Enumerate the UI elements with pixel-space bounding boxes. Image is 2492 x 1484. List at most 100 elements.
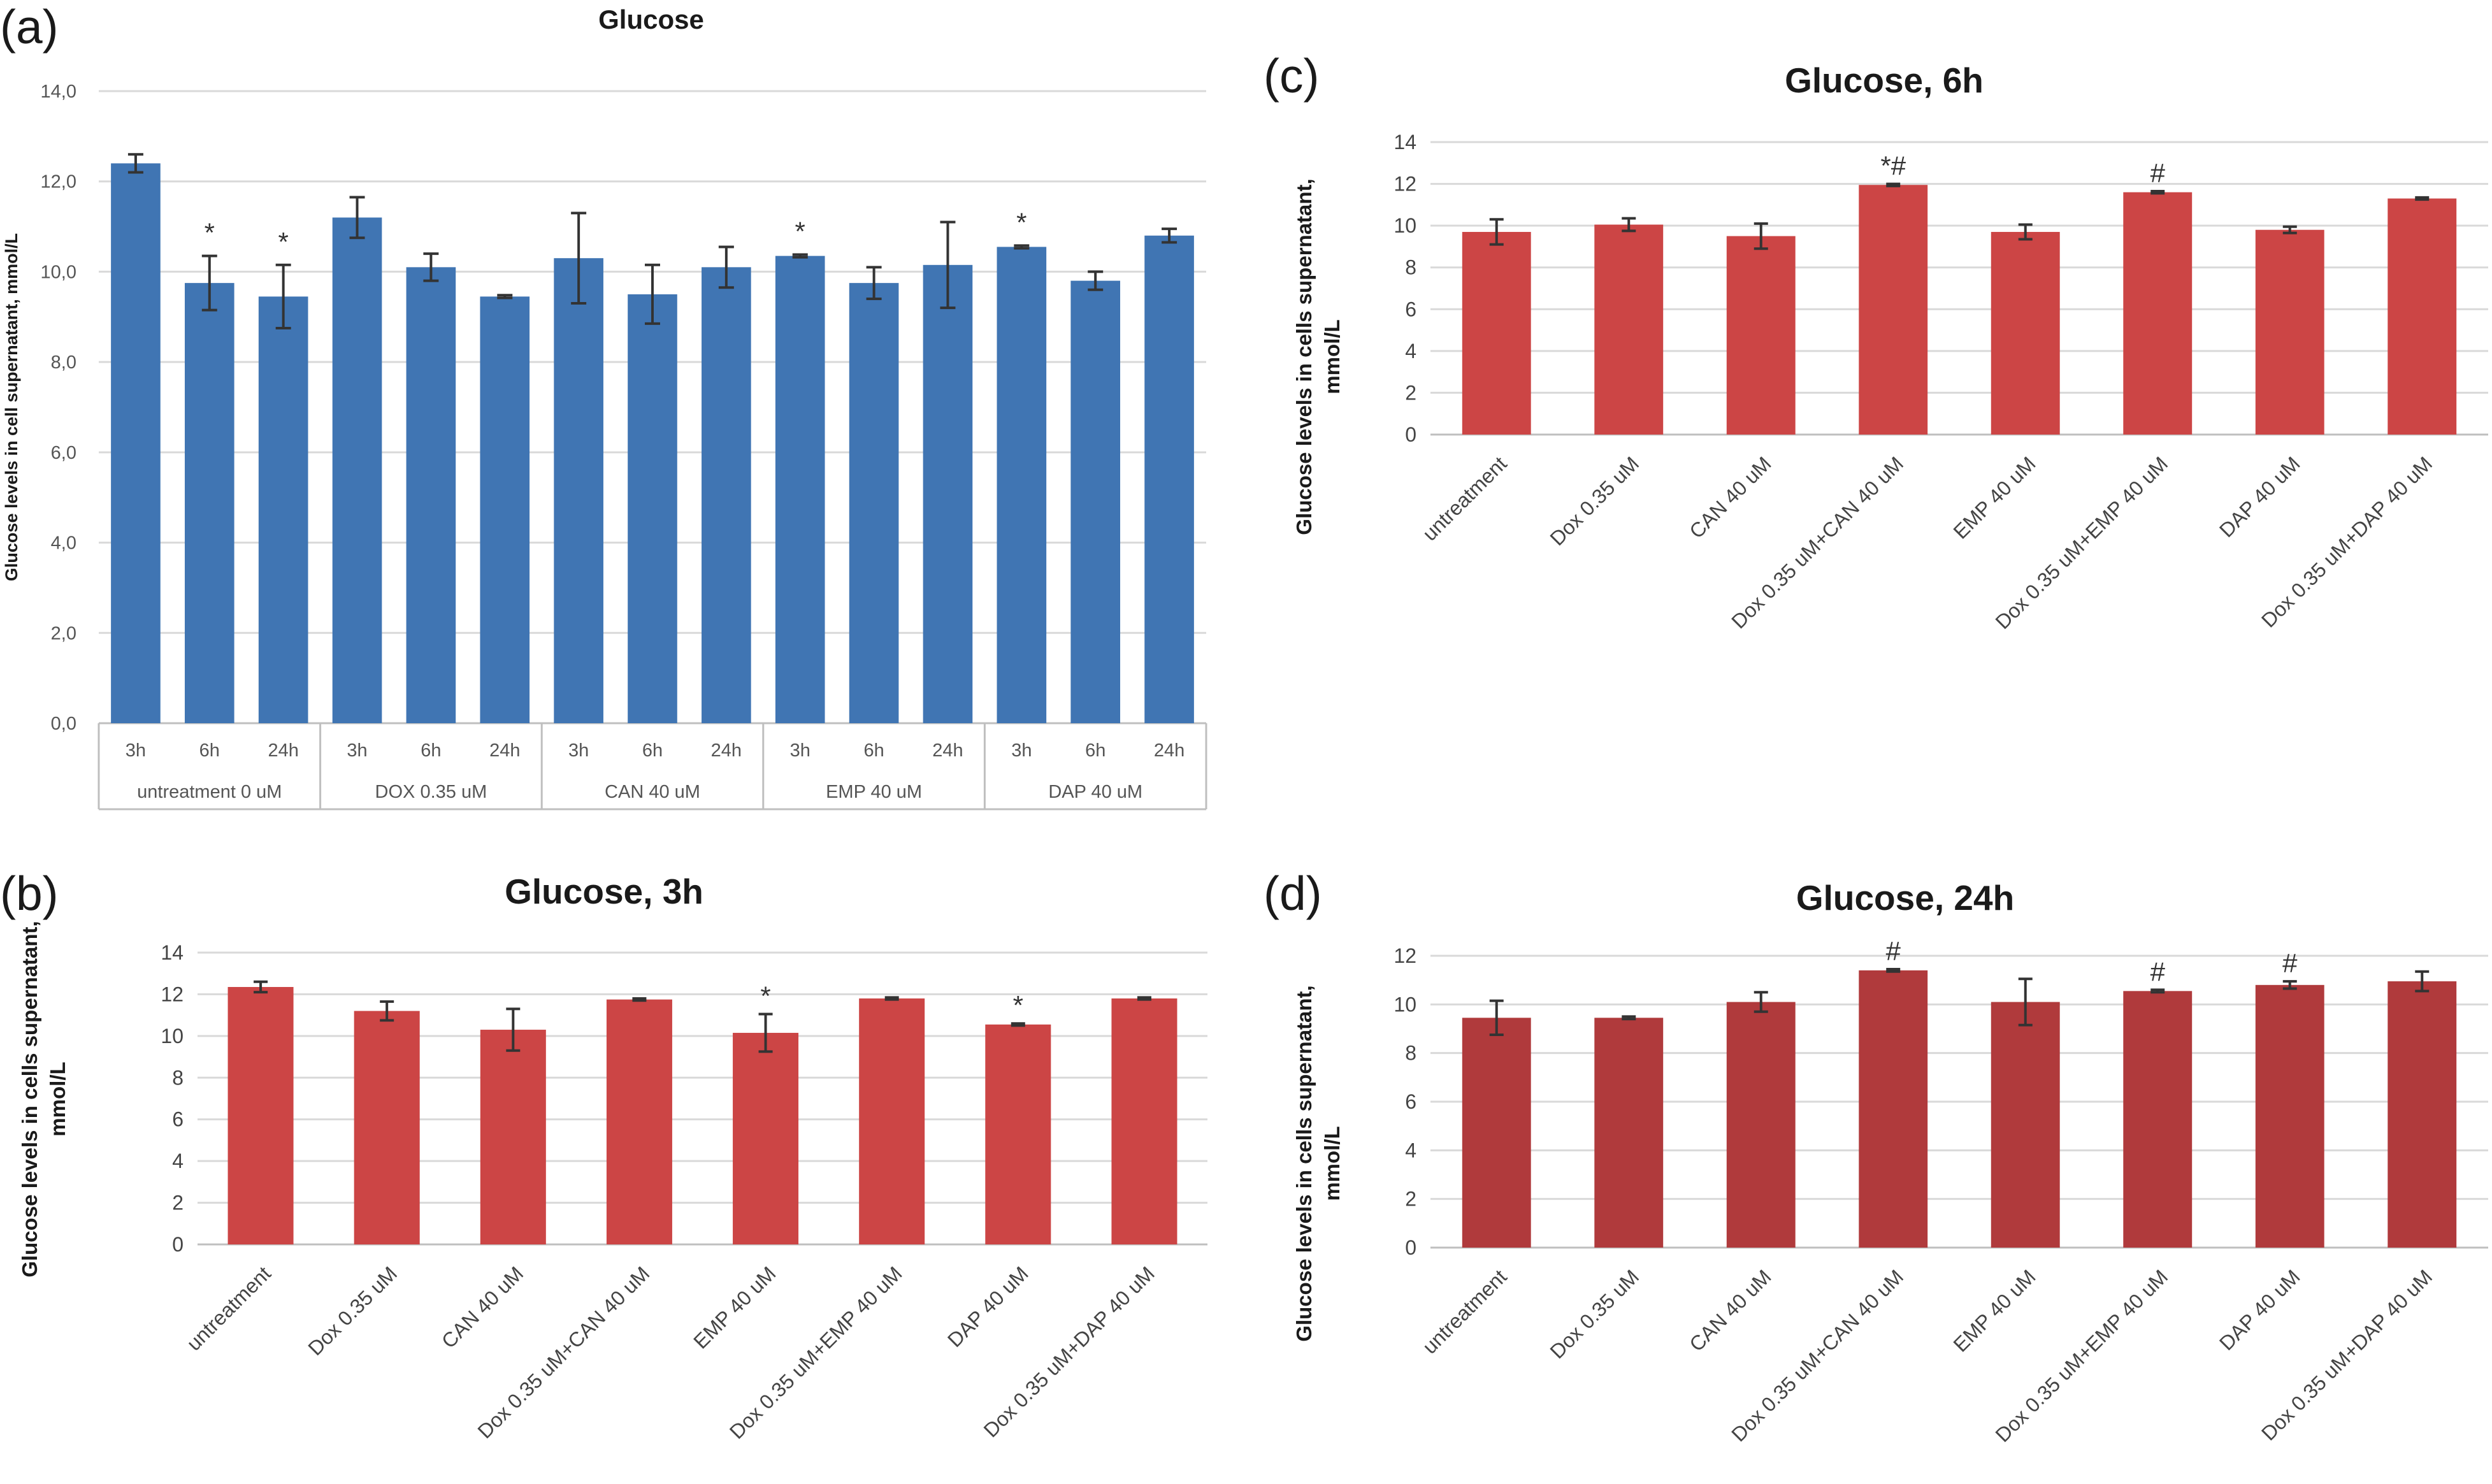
- y-axis-label-line: Glucose levels in cells supernatant,: [1292, 985, 1316, 1341]
- significance-mark: *: [1013, 990, 1023, 1020]
- y-tick-label: 8: [1405, 256, 1416, 279]
- y-tick-label: 10: [161, 1025, 184, 1048]
- bar: [775, 256, 825, 724]
- x-tick-label: 24h: [489, 740, 520, 761]
- y-tick-label: 10,0: [41, 262, 76, 282]
- x-tick-label: DAP 40 uM: [943, 1262, 1033, 1351]
- x-tick-label: 6h: [1085, 740, 1106, 761]
- bar: [111, 163, 161, 723]
- bar: [859, 998, 925, 1244]
- y-axis-label-line: mmol/L: [1320, 319, 1344, 394]
- bar: [606, 999, 672, 1244]
- bar: [1726, 1002, 1796, 1248]
- y-tick-label: 4: [1405, 1139, 1416, 1162]
- x-tick-label: untreatment: [1418, 452, 1511, 545]
- bar: [2123, 192, 2193, 435]
- bar: [1991, 1002, 2060, 1248]
- significance-mark: #: [1886, 936, 1901, 966]
- y-tick-label: 6: [1405, 1090, 1416, 1113]
- bar: [1594, 224, 1664, 435]
- panel-label-a: (a): [0, 0, 59, 54]
- y-tick-label: 8,0: [51, 352, 76, 373]
- x-tick-label: 3h: [347, 740, 367, 761]
- panel-label-c: (c): [1264, 49, 1319, 103]
- y-tick-label: 12: [1394, 944, 1416, 967]
- y-axis-label-b: Glucose levels in cells supernatant, mmol…: [18, 921, 69, 1277]
- bar: [2388, 981, 2457, 1248]
- x-tick-label: Dox 0.35 uM: [303, 1262, 401, 1360]
- significance-mark: *: [795, 217, 805, 247]
- bar: [1111, 998, 1178, 1244]
- bar: [702, 267, 751, 723]
- x-tick-label: EMP 40 uM: [1948, 1265, 2040, 1356]
- y-axis-label-line: Glucose levels in cells supernatant,: [1292, 178, 1316, 535]
- x-tick-label: CAN 40 uM: [437, 1262, 528, 1352]
- chart-title-b: Glucose, 3h: [505, 872, 703, 911]
- chart-title-a: Glucose: [598, 4, 704, 34]
- bar: [1144, 235, 1194, 723]
- y-tick-label: 12,0: [41, 172, 76, 192]
- y-tick-label: 14: [1394, 131, 1416, 154]
- y-tick-label: 14: [161, 941, 184, 964]
- group-label: DAP 40 uM: [1048, 782, 1142, 802]
- x-tick-label: 24h: [1154, 740, 1185, 761]
- x-tick-label: Dox 0.35 uM: [1545, 452, 1643, 550]
- panel-b: (b) Glucose, 3h Glucose levels in cells su…: [0, 867, 1207, 1443]
- x-tick-label: DAP 40 uM: [2215, 1265, 2305, 1355]
- y-tick-label: 6: [172, 1108, 184, 1131]
- group-label: EMP 40 uM: [826, 782, 922, 802]
- y-axis-label-line: mmol/L: [46, 1062, 69, 1136]
- significance-mark: *: [278, 227, 288, 257]
- bar: [2255, 984, 2324, 1248]
- bar: [923, 264, 973, 723]
- y-tick-label: 14,0: [41, 82, 76, 102]
- significance-mark: #: [2150, 158, 2166, 188]
- bar: [1859, 185, 1928, 435]
- panel-c: (c) Glucose, 6h Glucose levels in cells su…: [1264, 49, 2488, 633]
- bar: [480, 1030, 546, 1244]
- bar: [2255, 229, 2324, 435]
- y-tick-label: 8: [172, 1066, 184, 1089]
- x-tick-label: 3h: [1011, 740, 1032, 761]
- y-tick-label: 0: [1405, 423, 1416, 446]
- bar: [2388, 198, 2457, 435]
- y-tick-label: 0: [172, 1233, 184, 1256]
- bar: [1991, 231, 2060, 435]
- bar: [354, 1011, 420, 1244]
- bar: [406, 267, 456, 723]
- bar: [997, 247, 1047, 723]
- x-tick-label: CAN 40 uM: [1685, 452, 1775, 542]
- y-tick-label: 0: [1405, 1236, 1416, 1259]
- y-tick-label: 4,0: [51, 533, 76, 554]
- y-tick-label: 6: [1405, 298, 1416, 321]
- x-tick-label: 24h: [268, 740, 298, 761]
- x-tick-label: untreatment: [1418, 1265, 1511, 1358]
- panel-d: (d) Glucose, 24h Glucose levels in cells s…: [1264, 867, 2488, 1446]
- significance-mark: *: [1016, 207, 1026, 237]
- y-tick-label: 2,0: [51, 623, 76, 644]
- panel-label-d: (d): [1264, 867, 1322, 920]
- x-tick-label: EMP 40 uM: [1948, 452, 2040, 543]
- bar: [554, 258, 603, 724]
- y-tick-label: 10: [1394, 214, 1416, 237]
- y-tick-label: 2: [172, 1192, 184, 1214]
- x-tick-label: DAP 40 uM: [2215, 452, 2305, 542]
- x-tick-label: 24h: [711, 740, 742, 761]
- x-tick-label: 6h: [421, 740, 441, 761]
- chart-title-c: Glucose, 6h: [1785, 61, 1984, 100]
- x-tick-label: 3h: [568, 740, 589, 761]
- y-tick-label: 2: [1405, 381, 1416, 404]
- y-tick-label: 8: [1405, 1042, 1416, 1065]
- x-tick-label: Dox 0.35 uM: [1545, 1265, 1643, 1363]
- y-axis-label-line: mmol/L: [1320, 1126, 1344, 1200]
- bar: [184, 283, 234, 724]
- significance-mark: *#: [1880, 151, 1906, 181]
- group-label: CAN 40 uM: [605, 782, 700, 802]
- bar: [733, 1032, 799, 1244]
- bar: [1859, 970, 1928, 1248]
- bar: [332, 217, 382, 723]
- chart-title-d: Glucose, 24h: [1796, 878, 2014, 918]
- group-label: untreatment 0 uM: [137, 782, 282, 802]
- bar: [628, 294, 677, 723]
- x-tick-label: 3h: [790, 740, 810, 761]
